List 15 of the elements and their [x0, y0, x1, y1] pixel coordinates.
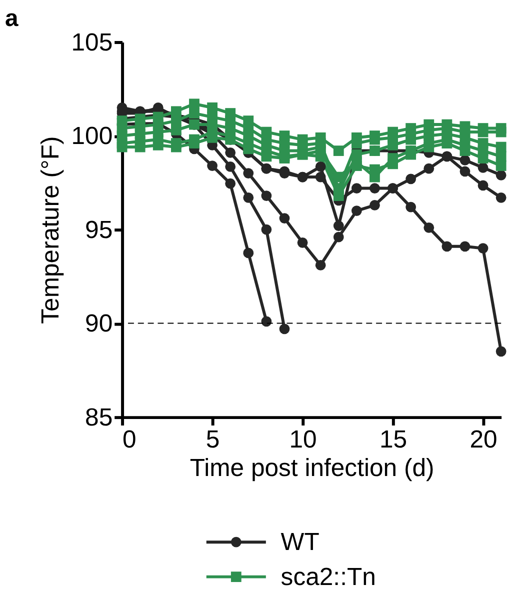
- y-tick-label: 85: [85, 404, 113, 432]
- legend-label: WT: [280, 529, 320, 556]
- legend-label: sca2::Tn: [280, 564, 376, 591]
- x-axis-title: Time post infection (d): [190, 455, 434, 482]
- text: a: [4, 5, 19, 32]
- x-tick-label: 10: [289, 426, 317, 454]
- x-tick-label: 5: [206, 426, 220, 454]
- y-tick-label: 95: [85, 216, 113, 244]
- y-axis-title: Temperature (°F): [37, 136, 64, 324]
- y-tick-label: 100: [71, 123, 113, 150]
- x-tick-label: 20: [470, 426, 498, 454]
- x-tick-label: 0: [122, 426, 136, 454]
- y-tick-label: 105: [71, 29, 113, 56]
- x-tick-label: 15: [379, 426, 408, 454]
- y-tick-label: 90: [85, 310, 113, 338]
